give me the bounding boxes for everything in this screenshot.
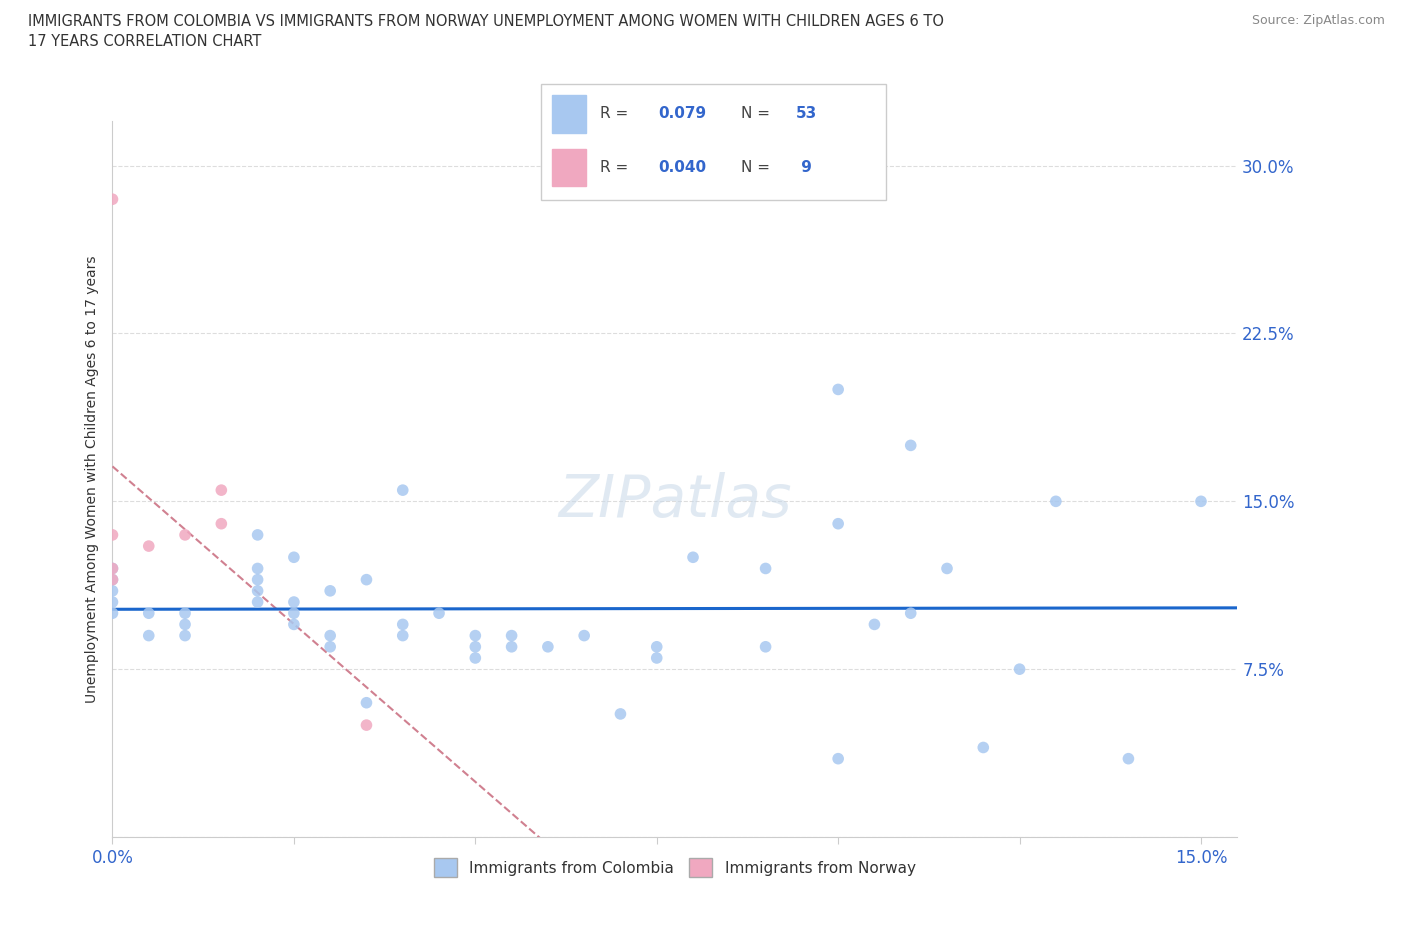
Point xyxy=(972,740,994,755)
Point xyxy=(101,561,124,576)
Point xyxy=(319,583,342,598)
Bar xyxy=(551,149,586,186)
Point xyxy=(863,617,886,631)
Point xyxy=(101,572,124,587)
Point xyxy=(1008,662,1031,677)
Point xyxy=(537,639,560,654)
Point xyxy=(900,438,922,453)
Text: Source: ZipAtlas.com: Source: ZipAtlas.com xyxy=(1251,14,1385,27)
Legend: Immigrants from Colombia, Immigrants from Norway: Immigrants from Colombia, Immigrants fro… xyxy=(427,852,922,883)
Text: N =: N = xyxy=(741,106,775,122)
Point xyxy=(1189,494,1212,509)
Point xyxy=(101,605,124,620)
Point xyxy=(464,639,486,654)
Point xyxy=(645,651,668,666)
Point xyxy=(936,561,959,576)
Point xyxy=(572,628,595,643)
Point xyxy=(391,628,413,643)
Point xyxy=(827,382,849,397)
Point xyxy=(356,696,378,711)
Text: 0.079: 0.079 xyxy=(658,106,707,122)
Point xyxy=(755,561,778,576)
Point xyxy=(209,483,232,498)
Text: R =: R = xyxy=(600,106,633,122)
Text: 0.040: 0.040 xyxy=(658,160,707,175)
Point xyxy=(391,483,413,498)
Point xyxy=(246,561,269,576)
Point xyxy=(827,516,849,531)
Point xyxy=(356,718,378,733)
Text: N =: N = xyxy=(741,160,775,175)
Point xyxy=(283,605,305,620)
Point xyxy=(501,628,523,643)
Point xyxy=(174,605,197,620)
Point xyxy=(209,516,232,531)
Point xyxy=(283,617,305,631)
Point xyxy=(246,527,269,542)
Point xyxy=(501,639,523,654)
Point xyxy=(609,707,631,722)
Point xyxy=(755,639,778,654)
Text: ZIPatlas: ZIPatlas xyxy=(558,472,792,529)
Point xyxy=(101,583,124,598)
Text: 9: 9 xyxy=(796,160,813,175)
Point xyxy=(283,594,305,609)
Y-axis label: Unemployment Among Women with Children Ages 6 to 17 years: Unemployment Among Women with Children A… xyxy=(84,255,98,703)
Point xyxy=(319,639,342,654)
Point xyxy=(101,594,124,609)
Point xyxy=(174,617,197,631)
Point xyxy=(283,550,305,565)
FancyBboxPatch shape xyxy=(541,84,886,200)
Point xyxy=(246,583,269,598)
Point xyxy=(682,550,704,565)
Point xyxy=(138,605,160,620)
Point xyxy=(645,639,668,654)
Point xyxy=(246,572,269,587)
Point xyxy=(138,628,160,643)
Text: IMMIGRANTS FROM COLOMBIA VS IMMIGRANTS FROM NORWAY UNEMPLOYMENT AMONG WOMEN WITH: IMMIGRANTS FROM COLOMBIA VS IMMIGRANTS F… xyxy=(28,14,943,29)
Text: R =: R = xyxy=(600,160,633,175)
Text: 17 YEARS CORRELATION CHART: 17 YEARS CORRELATION CHART xyxy=(28,34,262,49)
Point xyxy=(391,617,413,631)
Point xyxy=(900,605,922,620)
Point xyxy=(827,751,849,766)
Point xyxy=(427,605,450,620)
Point xyxy=(356,572,378,587)
Point xyxy=(174,628,197,643)
Point xyxy=(464,628,486,643)
Point xyxy=(246,594,269,609)
Point xyxy=(101,192,124,206)
Point xyxy=(174,527,197,542)
Point xyxy=(101,572,124,587)
Bar xyxy=(551,96,586,133)
Point xyxy=(464,651,486,666)
Point xyxy=(319,628,342,643)
Point xyxy=(101,527,124,542)
Point xyxy=(1045,494,1067,509)
Point xyxy=(1118,751,1140,766)
Point xyxy=(138,538,160,553)
Text: 53: 53 xyxy=(796,106,817,122)
Point xyxy=(101,561,124,576)
